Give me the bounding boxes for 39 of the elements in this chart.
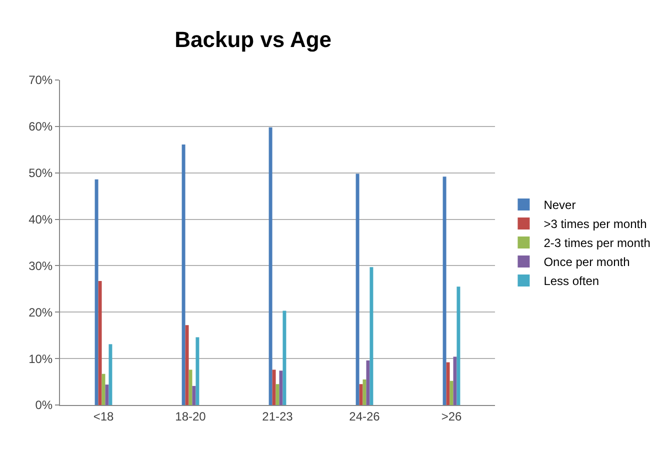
bar: [442, 176, 446, 405]
bar: [108, 344, 112, 405]
legend-label: 2-3 times per month: [544, 236, 650, 250]
bar: [192, 386, 196, 405]
bar: [446, 362, 450, 405]
bar: [370, 267, 374, 405]
x-tick-label: <18: [93, 409, 114, 424]
chart-title: Backup vs Age: [174, 26, 332, 52]
x-tick-label: 24-26: [349, 409, 380, 424]
bar: [282, 310, 286, 405]
bar: [453, 356, 457, 405]
bar: [98, 281, 102, 405]
bar: [359, 384, 363, 405]
x-tick-label: >26: [441, 409, 462, 424]
bar: [185, 325, 189, 405]
legend-label: >3 times per month: [544, 217, 647, 232]
bar: [456, 286, 460, 405]
y-tick-label: 70%: [28, 73, 53, 88]
y-tick-label: 20%: [28, 305, 53, 320]
bar: [268, 127, 272, 405]
legend-label: Once per month: [544, 255, 630, 270]
y-tick-label: 0%: [35, 398, 53, 412]
y-tick-label: 10%: [28, 352, 53, 366]
bar: [272, 370, 276, 405]
bar: [105, 384, 109, 405]
y-tick-label: 60%: [28, 120, 53, 134]
bar: [279, 370, 283, 405]
y-tick-label: 40%: [28, 212, 53, 226]
x-tick-label: 21-23: [262, 409, 294, 424]
bar: [366, 360, 370, 405]
bar: [182, 144, 186, 405]
legend-label: Less often: [544, 274, 600, 288]
x-tick-label: 18-20: [175, 409, 206, 424]
legend-label: Never: [544, 198, 576, 212]
y-tick-label: 50%: [28, 166, 53, 180]
bar: [356, 174, 360, 405]
bar: [196, 337, 200, 405]
bar: [94, 179, 98, 405]
y-tick-label: 30%: [28, 258, 53, 273]
